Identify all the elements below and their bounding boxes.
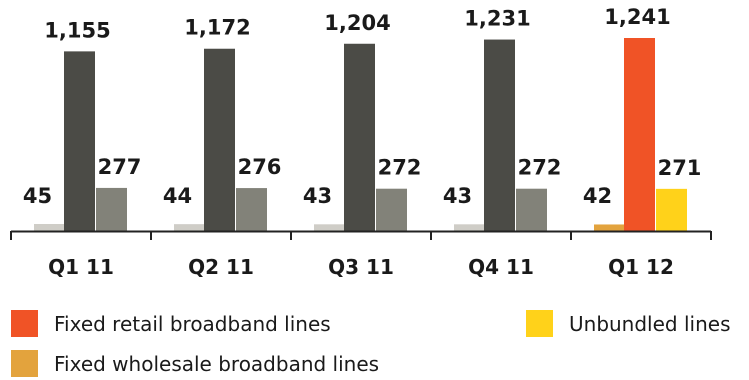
category-label-5: Q1 12 xyxy=(608,255,674,279)
value-label-retail-4: 1,231 xyxy=(464,7,530,31)
category-label-2: Q2 11 xyxy=(188,255,254,279)
bar-unbundled-4 xyxy=(516,188,547,231)
legend: Fixed retail broadband lines Unbundled li… xyxy=(11,310,730,377)
bar-unbundled-3 xyxy=(376,188,407,231)
value-label-wholesale-5: 42 xyxy=(583,184,612,208)
bar-wholesale-5 xyxy=(594,224,625,231)
value-label-retail-3: 1,204 xyxy=(324,11,390,35)
bar-retail-2 xyxy=(204,48,235,231)
bar-unbundled-2 xyxy=(236,188,267,231)
value-label-unbundled-4: 272 xyxy=(518,156,562,180)
bar-retail-5 xyxy=(624,38,655,231)
bar-retail-4 xyxy=(484,39,515,231)
bar-unbundled-5 xyxy=(656,188,687,231)
value-label-unbundled-2: 276 xyxy=(238,155,282,179)
legend-label-2: Unbundled lines xyxy=(569,312,730,336)
bar-wholesale-4 xyxy=(454,224,485,231)
x-axis-ticks xyxy=(10,231,712,240)
value-label-unbundled-5: 271 xyxy=(658,156,702,180)
category-labels: Q1 11 Q2 11 Q3 11 Q4 11 Q1 12 xyxy=(48,255,674,279)
legend-label-3: Fixed wholesale broadband lines xyxy=(54,352,379,376)
bar-retail-1 xyxy=(64,51,95,232)
category-label-1: Q1 11 xyxy=(48,255,114,279)
value-label-wholesale-3: 43 xyxy=(303,184,332,208)
value-label-retail-2: 1,172 xyxy=(184,16,250,40)
legend-swatch-3 xyxy=(11,350,38,377)
value-label-wholesale-2: 44 xyxy=(163,184,192,208)
legend-label-1: Fixed retail broadband lines xyxy=(54,312,331,336)
bar-wholesale-3 xyxy=(314,224,345,231)
value-label-wholesale-1: 45 xyxy=(23,184,52,208)
value-label-retail-5: 1,241 xyxy=(604,5,670,29)
bar-unbundled-1 xyxy=(96,187,127,231)
value-labels-layer: 45 1,155 277 44 1,172 276 43 1,204 272 43 1,231 272… xyxy=(23,5,702,208)
value-label-retail-1: 1,155 xyxy=(44,18,110,42)
bar-wholesale-1 xyxy=(34,224,65,231)
legend-swatch-2 xyxy=(526,310,553,337)
bar-wholesale-2 xyxy=(174,224,205,231)
category-label-4: Q4 11 xyxy=(468,255,534,279)
value-label-unbundled-3: 272 xyxy=(378,156,422,180)
legend-swatch-1 xyxy=(11,310,38,337)
value-label-wholesale-4: 43 xyxy=(443,184,472,208)
value-label-unbundled-1: 277 xyxy=(98,155,142,179)
bar-retail-3 xyxy=(344,43,375,232)
category-label-3: Q3 11 xyxy=(328,255,394,279)
bars-layer xyxy=(34,38,687,232)
